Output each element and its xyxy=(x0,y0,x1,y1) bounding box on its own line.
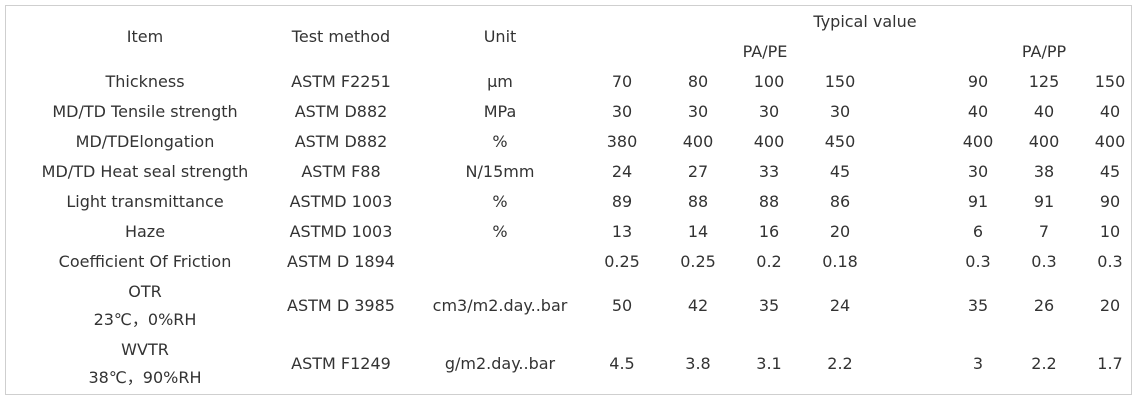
pa-pp-value: 1.7 xyxy=(1097,354,1123,373)
pa-pe-value: 88 xyxy=(758,192,780,211)
pa-pe-value: 89 xyxy=(611,192,633,211)
pa-pp-value: 400 xyxy=(962,132,994,151)
row-test-method: ASTM F88 xyxy=(301,162,381,181)
pa-pp-value: 0.3 xyxy=(1031,252,1057,271)
pa-pe-value: 30 xyxy=(829,102,851,121)
pa-pe-value: 14 xyxy=(687,222,709,241)
row-test-method: ASTM D882 xyxy=(294,102,388,121)
pa-pp-value: 40 xyxy=(1033,102,1055,121)
pa-pp-value: 30 xyxy=(967,162,989,181)
row-test-method: ASTM D 1894 xyxy=(287,252,395,271)
pa-pp-value: 10 xyxy=(1099,222,1121,241)
pa-pe-value: 150 xyxy=(824,72,856,91)
pa-pe-value: 80 xyxy=(687,72,709,91)
header-group-pa-pp: PA/PP xyxy=(1021,42,1067,61)
row-item-condition: 23℃，0%RH xyxy=(93,310,197,329)
pa-pp-value: 90 xyxy=(967,72,989,91)
pa-pe-value: 27 xyxy=(687,162,709,181)
pa-pe-value: 3.1 xyxy=(756,354,782,373)
row-item-label: Haze xyxy=(124,222,166,241)
row-unit: N/15mm xyxy=(465,162,535,181)
pa-pe-value: 20 xyxy=(829,222,851,241)
row-test-method: ASTMD 1003 xyxy=(289,192,393,211)
pa-pp-value: 0.3 xyxy=(1097,252,1123,271)
pa-pe-value: 450 xyxy=(824,132,856,151)
header-item: Item xyxy=(126,27,164,46)
pa-pe-value: 50 xyxy=(611,296,633,315)
pa-pp-value: 91 xyxy=(1033,192,1055,211)
pa-pe-value: 16 xyxy=(758,222,780,241)
row-unit: % xyxy=(492,222,508,241)
row-unit: cm3/m2.day..bar xyxy=(432,296,568,315)
row-item-label: Light transmittance xyxy=(66,192,224,211)
row-unit: % xyxy=(492,132,508,151)
pa-pp-value: 38 xyxy=(1033,162,1055,181)
pa-pe-value: 3.8 xyxy=(685,354,711,373)
pa-pp-value: 6 xyxy=(972,222,984,241)
pa-pe-value: 4.5 xyxy=(609,354,635,373)
pa-pp-value: 400 xyxy=(1028,132,1060,151)
row-item-condition: 38℃，90%RH xyxy=(88,368,202,387)
row-item-label: WVTR xyxy=(121,340,169,359)
row-unit: g/m2.day..bar xyxy=(444,354,556,373)
row-item-label: MD/TDElongation xyxy=(75,132,215,151)
spec-table-frame xyxy=(5,5,1132,395)
row-unit: μm xyxy=(487,72,513,91)
row-item-label: Coefficient Of Friction xyxy=(58,252,232,271)
pa-pe-value: 30 xyxy=(758,102,780,121)
pa-pp-value: 40 xyxy=(1099,102,1121,121)
header-unit: Unit xyxy=(483,27,517,46)
pa-pp-value: 7 xyxy=(1038,222,1050,241)
row-item-label: MD/TD Heat seal strength xyxy=(41,162,249,181)
row-item-label: OTR xyxy=(128,282,162,301)
pa-pp-value: 45 xyxy=(1099,162,1121,181)
row-item-label: Thickness xyxy=(105,72,185,91)
pa-pp-value: 3 xyxy=(972,354,984,373)
row-test-method: ASTM F1249 xyxy=(291,354,391,373)
pa-pe-value: 24 xyxy=(829,296,851,315)
pa-pe-value: 13 xyxy=(611,222,633,241)
header-typical-value: Typical value xyxy=(813,12,917,31)
row-test-method: ASTM D882 xyxy=(294,132,388,151)
pa-pp-value: 20 xyxy=(1099,296,1121,315)
pa-pe-value: 0.2 xyxy=(756,252,782,271)
pa-pe-value: 70 xyxy=(611,72,633,91)
pa-pe-value: 0.18 xyxy=(822,252,858,271)
pa-pe-value: 33 xyxy=(758,162,780,181)
pa-pe-value: 24 xyxy=(611,162,633,181)
pa-pe-value: 35 xyxy=(758,296,780,315)
header-group-pa-pe: PA/PE xyxy=(742,42,788,61)
pa-pp-value: 26 xyxy=(1033,296,1055,315)
row-test-method: ASTMD 1003 xyxy=(289,222,393,241)
pa-pp-value: 0.3 xyxy=(965,252,991,271)
pa-pe-value: 0.25 xyxy=(680,252,716,271)
pa-pe-value: 42 xyxy=(687,296,709,315)
row-test-method: ASTM D 3985 xyxy=(287,296,395,315)
pa-pe-value: 100 xyxy=(753,72,785,91)
pa-pp-value: 2.2 xyxy=(1031,354,1057,373)
pa-pe-value: 86 xyxy=(829,192,851,211)
pa-pe-value: 380 xyxy=(606,132,638,151)
pa-pe-value: 88 xyxy=(687,192,709,211)
row-unit: % xyxy=(492,192,508,211)
header-test-method: Test method xyxy=(291,27,391,46)
row-item-label: MD/TD Tensile strength xyxy=(52,102,238,121)
pa-pp-value: 40 xyxy=(967,102,989,121)
pa-pp-value: 35 xyxy=(967,296,989,315)
pa-pe-value: 30 xyxy=(687,102,709,121)
pa-pe-value: 45 xyxy=(829,162,851,181)
pa-pp-value: 125 xyxy=(1028,72,1060,91)
pa-pe-value: 30 xyxy=(611,102,633,121)
pa-pe-value: 400 xyxy=(682,132,714,151)
pa-pp-value: 400 xyxy=(1094,132,1126,151)
row-test-method: ASTM F2251 xyxy=(291,72,391,91)
pa-pp-value: 91 xyxy=(967,192,989,211)
pa-pp-value: 150 xyxy=(1094,72,1126,91)
pa-pp-value: 90 xyxy=(1099,192,1121,211)
pa-pe-value: 0.25 xyxy=(604,252,640,271)
row-unit: MPa xyxy=(483,102,517,121)
pa-pe-value: 400 xyxy=(753,132,785,151)
pa-pe-value: 2.2 xyxy=(827,354,853,373)
